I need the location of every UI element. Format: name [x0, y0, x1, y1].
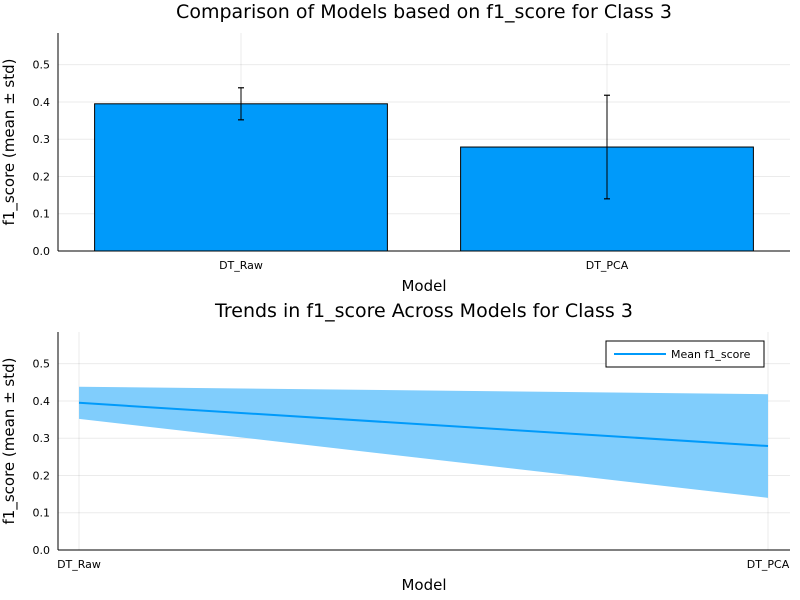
y-tick-label: 0.3 — [33, 133, 51, 146]
std-band — [79, 386, 768, 498]
y-tick-label: 0.4 — [33, 395, 51, 408]
error-bars — [238, 87, 610, 200]
line-chart-y-axis-label: f1_score (mean ± std) — [0, 358, 19, 525]
y-tick-label: 0.3 — [33, 432, 51, 445]
line-chart-x-ticks: DT_Raw DT_PCA — [57, 558, 790, 571]
y-tick-label: 0.4 — [33, 96, 51, 109]
bar-chart-x-ticks: DT_Raw DT_PCA — [219, 259, 629, 272]
legend-label: Mean f1_score — [671, 348, 751, 361]
x-tick-label: DT_PCA — [747, 558, 790, 571]
line-chart-y-ticks: 0.0 0.1 0.2 0.3 0.4 0.5 — [33, 358, 51, 557]
line-chart-title: Trends in f1_score Across Models for Cla… — [214, 300, 633, 322]
mean-line-path — [78, 401, 769, 448]
y-tick-label: 0.1 — [33, 208, 51, 221]
x-tick-label: DT_PCA — [586, 259, 629, 272]
x-tick-label: DT_Raw — [219, 259, 263, 272]
bar-chart: Comparison of Models based on f1_score f… — [0, 1, 790, 295]
bars — [94, 103, 754, 252]
line-chart: Trends in f1_score Across Models for Cla… — [0, 300, 790, 594]
legend: Mean f1_score — [605, 340, 765, 368]
y-tick-label: 0.2 — [33, 170, 51, 183]
line-chart-x-axis-label: Model — [401, 576, 446, 594]
mean-line — [78, 401, 769, 448]
y-tick-label: 0.2 — [33, 469, 51, 482]
bar-chart-y-axis-label: f1_score (mean ± std) — [0, 59, 19, 226]
y-tick-label: 0.5 — [33, 358, 51, 371]
y-tick-label: 0.0 — [33, 544, 51, 557]
bar — [94, 103, 388, 252]
std-band-area — [79, 386, 768, 498]
y-tick-label: 0.5 — [33, 59, 51, 72]
y-tick-label: 0.0 — [33, 245, 51, 258]
y-tick-label: 0.1 — [33, 507, 51, 520]
bar-chart-y-ticks: 0.0 0.1 0.2 0.3 0.4 0.5 — [33, 59, 51, 258]
bar-chart-title: Comparison of Models based on f1_score f… — [176, 1, 672, 23]
x-tick-label: DT_Raw — [57, 558, 101, 571]
bar-chart-x-axis-label: Model — [401, 277, 446, 295]
